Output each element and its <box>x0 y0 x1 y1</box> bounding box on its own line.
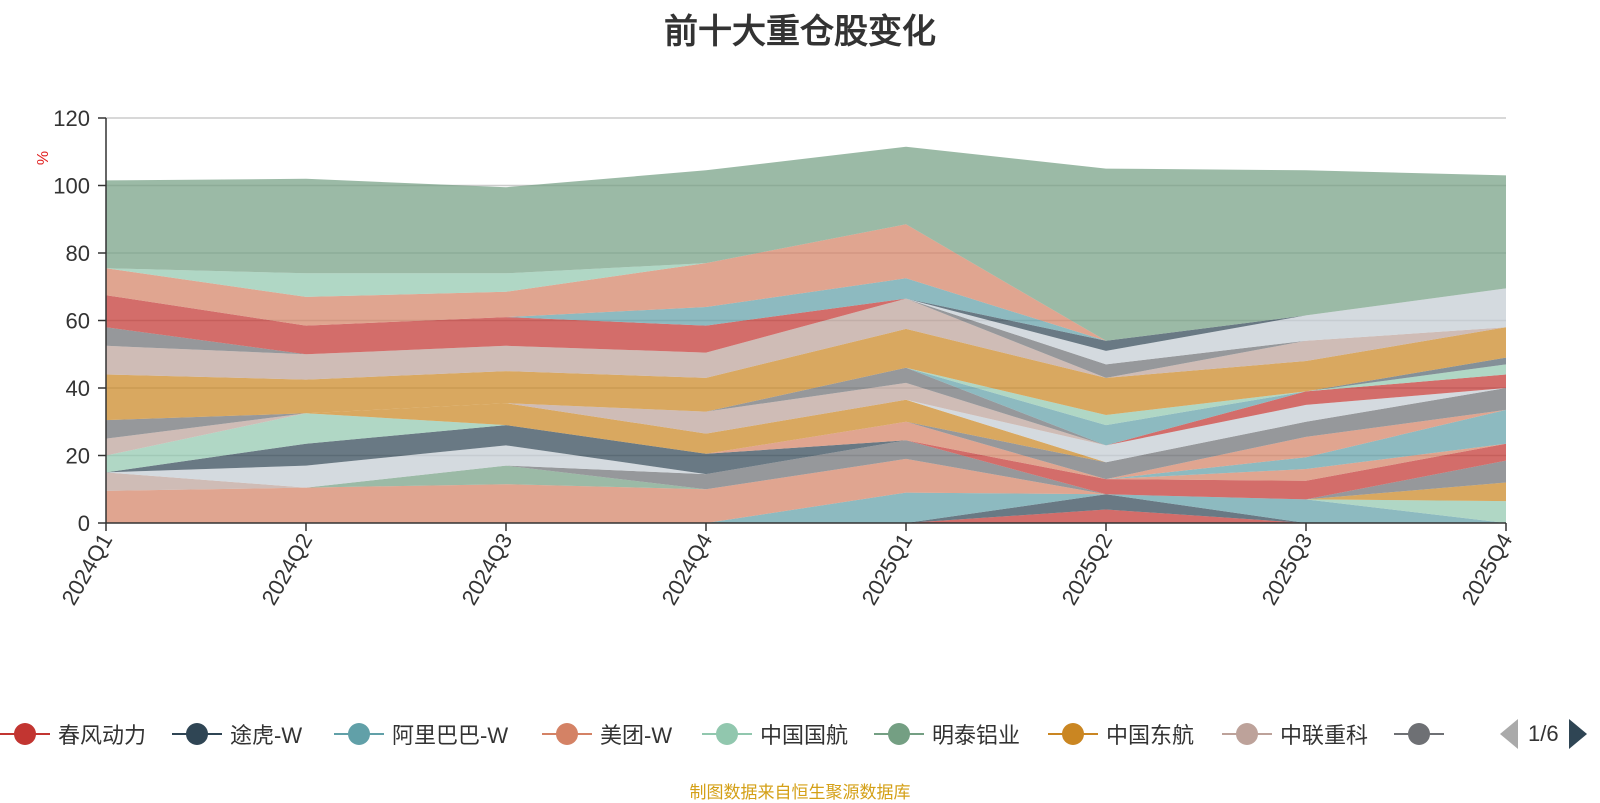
area-series-series-24 <box>106 367 1506 446</box>
legend-marker-icon <box>172 722 222 746</box>
legend-item[interactable]: 途虎-W <box>172 714 302 754</box>
legend-label: 中联重科 <box>1280 723 1369 748</box>
legend-label: 春风动力 <box>58 723 147 748</box>
y-tick-label: 100 <box>53 174 90 199</box>
chart-title: 前十大重仓股变化 <box>664 13 936 51</box>
area-series-series-35 <box>106 224 1506 341</box>
y-tick-label: 0 <box>78 511 90 536</box>
area-series-series-25 <box>106 364 1506 426</box>
x-tick-label: 2025Q2 <box>1057 529 1118 609</box>
area-series-series-27 <box>106 327 1506 421</box>
x-tick-label: 2025Q3 <box>1257 529 1318 609</box>
legend-label: 途虎-W <box>230 723 303 748</box>
y-tick-label: 60 <box>66 309 90 334</box>
area-series-series-12 <box>106 440 1506 500</box>
y-axis-unit-label: % <box>35 151 52 165</box>
source-note: 制图数据来自恒生聚源数据库 <box>689 783 911 802</box>
area-series-series-16 <box>106 409 1506 480</box>
area-series-中国东航 <box>106 458 1506 502</box>
area-series-series-36 <box>106 146 1506 341</box>
legend-marker-icon <box>702 722 752 746</box>
legend-label: 明泰铝业 <box>932 723 1021 748</box>
stacked-area-chart: 0 20 40 60 80 100 120% 2024Q1 2024Q2 2024Q3 2024Q4… <box>35 106 1518 609</box>
area-series-series-32 <box>106 288 1506 355</box>
legend-marker-icon <box>874 722 924 746</box>
legend-label: 中国东航 <box>1106 723 1195 748</box>
legend-marker-icon <box>1048 722 1098 746</box>
area-series-series-21 <box>106 382 1506 456</box>
y-tick-label: 80 <box>66 241 90 266</box>
area-series-series-15 <box>106 409 1506 480</box>
area-series-series-31 <box>106 288 1506 355</box>
x-tick-label: 2024Q3 <box>457 529 518 609</box>
legend-item[interactable]: 中联重科 <box>1222 714 1368 754</box>
legend-marker-icon <box>1394 722 1444 746</box>
legend-item[interactable]: 阿里巴巴-W <box>334 714 508 754</box>
legend-pager: 1/6 <box>1500 714 1587 754</box>
area-series-group <box>106 146 1506 523</box>
area-series-series-18 <box>106 388 1506 480</box>
x-tick-label: 2024Q4 <box>657 529 718 609</box>
legend-item[interactable]: 美团-W <box>542 714 672 754</box>
legend-page-indicator: 1/6 <box>1528 721 1559 746</box>
area-series-series-28 <box>106 298 1506 380</box>
legend-marker-icon <box>0 722 50 746</box>
legend: 春风动力 途虎-W 阿里巴巴-W 美团-W 中国国航 明泰铝业 中国东航 中联重科 1/6 <box>0 714 1600 754</box>
legend-marker-icon <box>334 722 384 746</box>
legend-label: 美团-W <box>600 723 673 748</box>
x-tick-label: 2025Q4 <box>1457 529 1518 609</box>
legend-item[interactable]: 中国国航 <box>702 714 848 754</box>
area-series-series-30 <box>106 288 1506 365</box>
legend-next-page-button[interactable] <box>1568 719 1587 749</box>
legend-label: 阿里巴巴-W <box>392 723 509 748</box>
legend-item[interactable]: 中国东航 <box>1048 714 1194 754</box>
area-series-series-19 <box>106 388 1506 463</box>
x-tick-label: 2024Q1 <box>57 529 118 609</box>
x-tick-label: 2024Q2 <box>257 529 318 609</box>
legend-marker-icon <box>542 722 592 746</box>
area-series-明泰铝业 <box>106 458 1506 502</box>
y-tick-label: 20 <box>66 444 90 469</box>
area-series-美团-W <box>106 458 1506 523</box>
legend-label: 中国国航 <box>760 723 849 748</box>
y-tick-label: 120 <box>53 106 90 131</box>
legend-item[interactable]: 春风动力 <box>0 714 146 754</box>
area-series-series-17 <box>106 409 1506 480</box>
area-series-series-11 <box>106 440 1506 500</box>
legend-prev-page-button[interactable] <box>1500 719 1518 749</box>
area-series-series-33 <box>106 278 1506 341</box>
area-series-series-9 <box>106 440 1506 500</box>
legend-item[interactable] <box>1394 714 1452 754</box>
x-tick-label: 2025Q1 <box>857 529 918 609</box>
legend-marker-icon <box>1222 722 1272 746</box>
y-tick-label: 40 <box>66 376 90 401</box>
area-series-series-34 <box>106 224 1506 341</box>
area-series-阿里巴巴-W <box>106 492 1506 523</box>
legend-item[interactable]: 明泰铝业 <box>874 714 1020 754</box>
area-series-series-20 <box>106 388 1506 463</box>
